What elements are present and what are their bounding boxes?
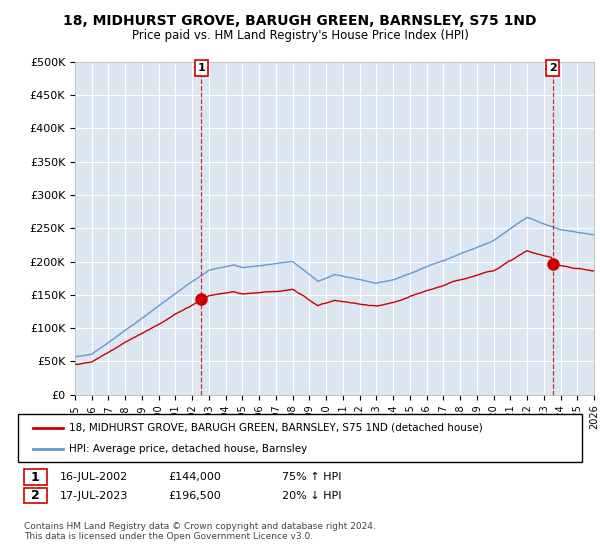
Text: 75% ↑ HPI: 75% ↑ HPI (282, 472, 341, 482)
Text: 1: 1 (197, 63, 205, 73)
Text: 16-JUL-2002: 16-JUL-2002 (60, 472, 128, 482)
Text: Price paid vs. HM Land Registry's House Price Index (HPI): Price paid vs. HM Land Registry's House … (131, 29, 469, 42)
Text: £144,000: £144,000 (168, 472, 221, 482)
Text: Contains HM Land Registry data © Crown copyright and database right 2024.
This d: Contains HM Land Registry data © Crown c… (24, 522, 376, 542)
Text: £196,500: £196,500 (168, 491, 221, 501)
Text: 2: 2 (31, 489, 40, 502)
Text: 1: 1 (31, 470, 40, 484)
Text: 18, MIDHURST GROVE, BARUGH GREEN, BARNSLEY, S75 1ND (detached house): 18, MIDHURST GROVE, BARUGH GREEN, BARNSL… (69, 423, 483, 433)
Text: 17-JUL-2023: 17-JUL-2023 (60, 491, 128, 501)
Text: 20% ↓ HPI: 20% ↓ HPI (282, 491, 341, 501)
Text: 18, MIDHURST GROVE, BARUGH GREEN, BARNSLEY, S75 1ND: 18, MIDHURST GROVE, BARUGH GREEN, BARNSL… (63, 14, 537, 28)
Text: HPI: Average price, detached house, Barnsley: HPI: Average price, detached house, Barn… (69, 444, 307, 454)
Text: 2: 2 (549, 63, 557, 73)
